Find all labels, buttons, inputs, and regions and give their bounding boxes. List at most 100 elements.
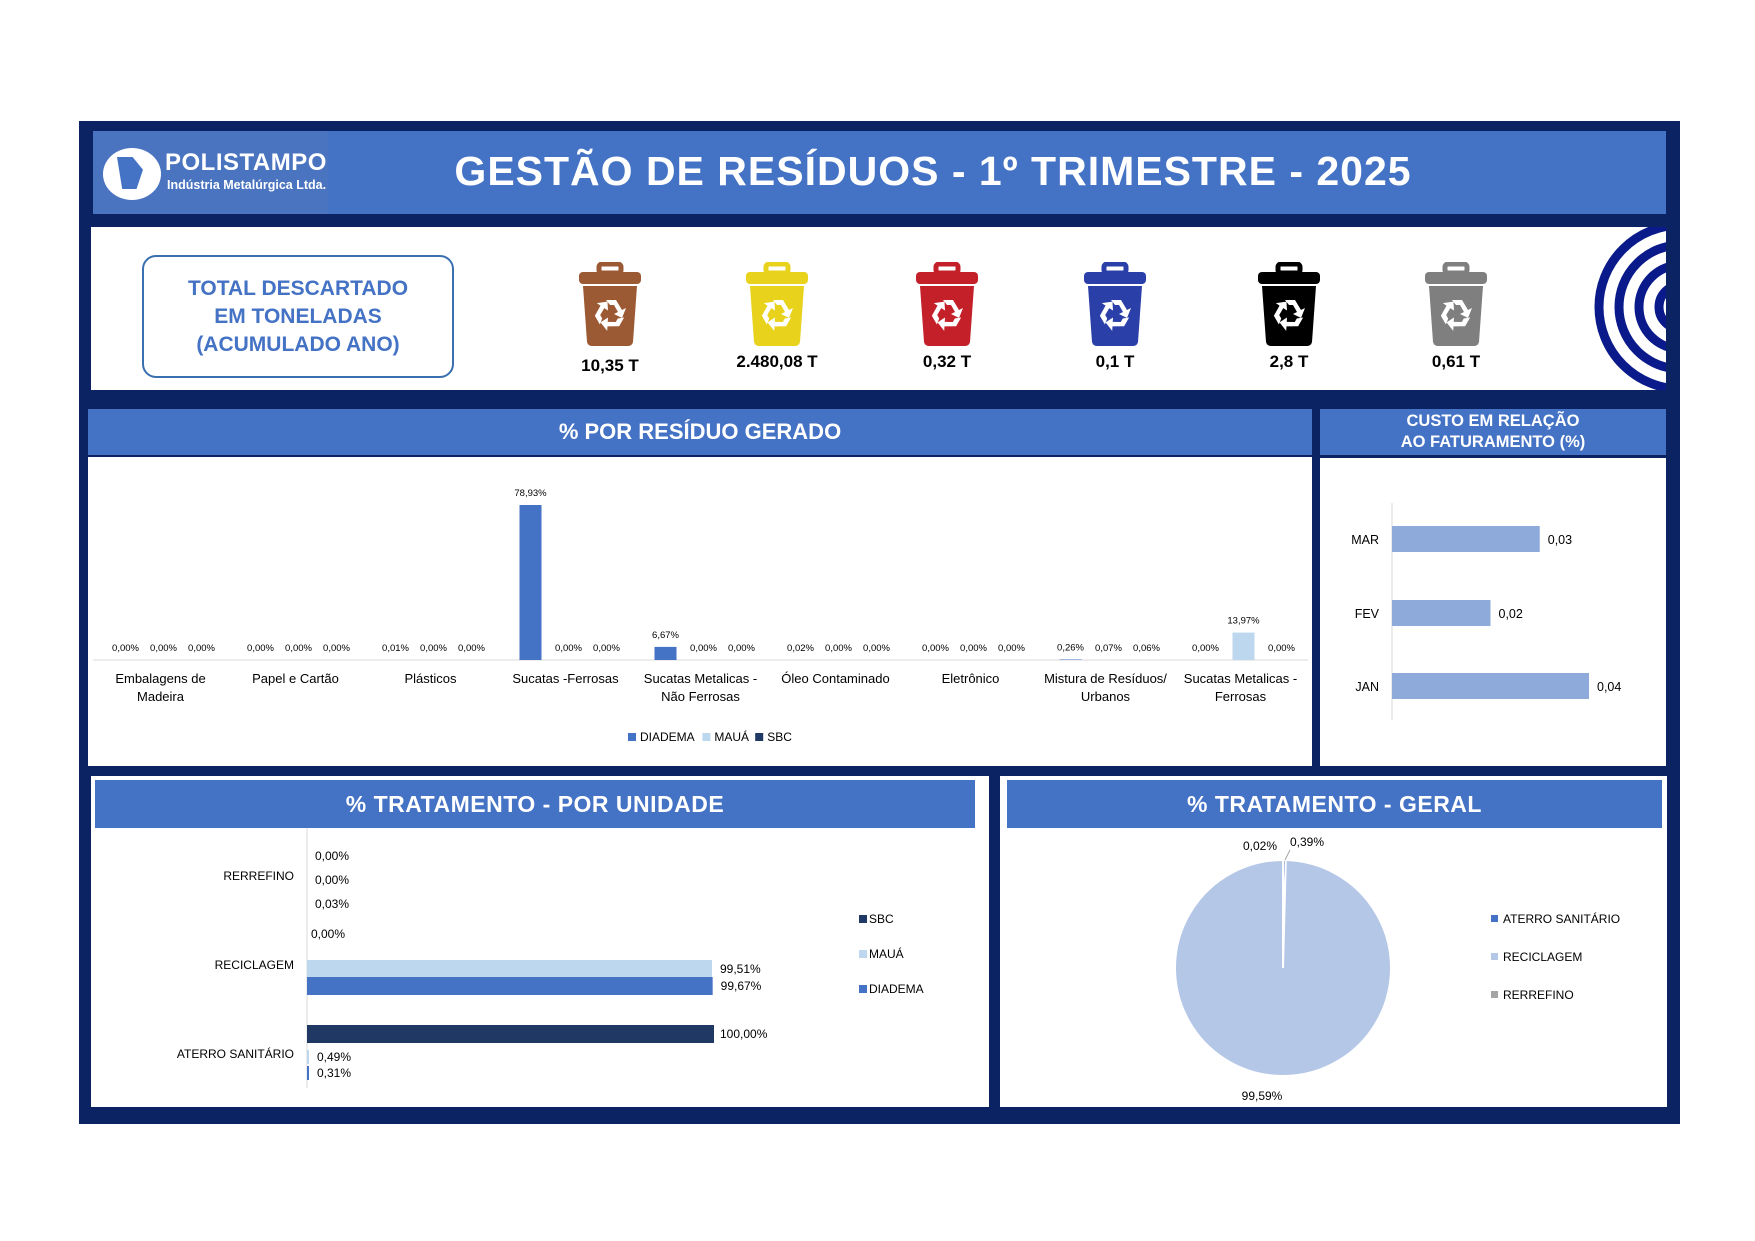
recycle-bin-yellow-icon (746, 262, 808, 346)
recycle-arrow (606, 300, 626, 318)
recycle-bin-red-icon (916, 262, 978, 346)
custo-title-line: AO FATURAMENTO (%) (1400, 433, 1586, 451)
bin-lid (916, 272, 978, 284)
recycle-arrow (773, 300, 793, 318)
custo-bar (1392, 673, 1589, 699)
bin-lid (1084, 272, 1146, 284)
bin-lid (579, 272, 641, 284)
bar-data-label: 0,00% (247, 643, 274, 654)
bin-handle (1101, 262, 1129, 276)
bar-data-label: 0,00% (311, 927, 345, 941)
bar-data-label: 0,00% (188, 643, 215, 654)
bar-data-label: 0,00% (420, 643, 447, 654)
legend-swatch (1491, 953, 1498, 960)
bin-body (920, 286, 974, 346)
total-label-box: TOTAL DESCARTADO EM TONELADAS (ACUMULADO… (142, 255, 454, 378)
recycle-arrow (1099, 301, 1113, 325)
bin-handle (763, 262, 791, 276)
unidade-title: % TRATAMENTO - POR UNIDADE (95, 780, 975, 828)
bar-data-label: 0,00% (728, 643, 755, 654)
legend-label: ATERRO SANITÁRIO (1503, 911, 1620, 926)
bin-body (1429, 286, 1483, 346)
legend-swatch (859, 950, 867, 958)
recycle-bin-gray-icon (1425, 262, 1487, 346)
legend-label: MAUÁ (869, 946, 904, 961)
geral-title: % TRATAMENTO - GERAL (1007, 780, 1662, 828)
bar-data-label: 0,00% (998, 643, 1025, 654)
recycle-symbol-icon (1273, 300, 1305, 331)
custo-bar (1392, 600, 1491, 626)
category-label: Sucatas Metalicas - (644, 671, 757, 686)
recycle-arrow (761, 301, 775, 325)
total-label-line: (ACUMULADO ANO) (196, 333, 400, 356)
residuo-title: % POR RESÍDUO GERADO (88, 409, 1312, 455)
company-logo: POLISTAMPO Indústria Metalúrgica Ltda. (93, 131, 328, 214)
month-label: FEV (1355, 607, 1380, 621)
unidade-chart: RERREFINO RECICLAGEM ATERRO SANITÁRIO 0,00%… (177, 828, 924, 1088)
bar-data-label: 0,26% (1057, 642, 1084, 653)
category-label: RERREFINO (223, 869, 294, 883)
legend-label: SBC (869, 912, 894, 926)
recycle-arrow (1285, 300, 1305, 318)
legend-label: DIADEMA (869, 982, 924, 996)
legend-label: RECICLAGEM (1503, 950, 1582, 964)
category-label: Não Ferrosas (661, 689, 740, 704)
category-label: Sucatas Metalicas - (1184, 671, 1297, 686)
pie-data-label: 99,59% (1242, 1089, 1283, 1103)
bin-handle (1442, 262, 1470, 276)
category-label: Papel e Cartão (252, 671, 339, 686)
recycle-arrow (1273, 301, 1287, 325)
recycle-arrow (1446, 317, 1471, 331)
recycle-arrow (943, 300, 963, 318)
page-title: GESTÃO DE RESÍDUOS - 1º TRIMESTRE - 2025 (454, 148, 1412, 194)
bar-data-label: 0,00% (112, 643, 139, 654)
bar-data-label: 0,49% (317, 1050, 351, 1064)
bin-lid (1258, 272, 1320, 284)
legend-swatch (702, 733, 711, 741)
legend-label: DIADEMA (640, 730, 695, 744)
bin-handle (596, 262, 624, 276)
bar-data-label: 0,00% (150, 643, 177, 654)
bar-diadema (1059, 659, 1082, 660)
bar-data-label: 0,02 (1499, 607, 1523, 621)
recycle-symbol-icon (761, 300, 793, 331)
category-label: Ferrosas (1215, 689, 1267, 704)
bar-data-label: 0,00% (960, 643, 987, 654)
bin-lid (746, 272, 808, 284)
category-label: ATERRO SANITÁRIO (177, 1046, 294, 1061)
bin-total-value: 0,61 T (1431, 352, 1481, 371)
category-label: Plásticos (404, 671, 457, 686)
legend-swatch (1491, 991, 1498, 998)
bar-data-label: 0,06% (1133, 643, 1160, 654)
pie-data-label: 0,02% (1243, 839, 1277, 853)
legend-label: RERREFINO (1503, 988, 1574, 1002)
bin-body (583, 286, 637, 346)
bin-body (750, 286, 804, 346)
bar-data-label: 6,67% (652, 630, 679, 641)
legend-label: SBC (767, 730, 792, 744)
month-label: MAR (1351, 533, 1379, 547)
recycle-symbol-icon (931, 300, 963, 331)
legend-swatch (859, 915, 867, 923)
custo-title: CUSTO EM RELAÇÃO AO FATURAMENTO (%) (1320, 409, 1666, 455)
bar-mauá (307, 1050, 309, 1064)
bar-data-label: 13,97% (1227, 616, 1260, 627)
bar-data-label: 0,03% (315, 897, 349, 911)
geral-chart-panel: % TRATAMENTO - GERAL 0,02% 0,39% 99,59% ATE… (1000, 776, 1667, 1107)
bin-handle (1275, 262, 1303, 276)
bin-total-value: 0,32 T (922, 352, 972, 371)
bin-handle (933, 262, 961, 276)
category-label: Óleo Contaminado (781, 671, 889, 686)
header-bar: POLISTAMPO Indústria Metalúrgica Ltda. G… (93, 131, 1666, 214)
bar-diadema (307, 977, 713, 995)
custo-title-line: CUSTO EM RELAÇÃO (1406, 412, 1580, 430)
residuo-chart: 0,00% 0,00% 0,00% Embalagens de Madeira 0,00%… (93, 488, 1308, 744)
recycle-arrow (1105, 317, 1130, 331)
recycle-arrow (600, 317, 625, 331)
bar-mauá (307, 960, 713, 978)
bar-data-label: 99,67% (721, 979, 762, 993)
recycle-arrow (767, 317, 792, 331)
recycle-arrow (1279, 317, 1304, 331)
recycle-symbol-icon (1440, 300, 1472, 331)
pie-data-label: 0,39% (1290, 835, 1324, 849)
